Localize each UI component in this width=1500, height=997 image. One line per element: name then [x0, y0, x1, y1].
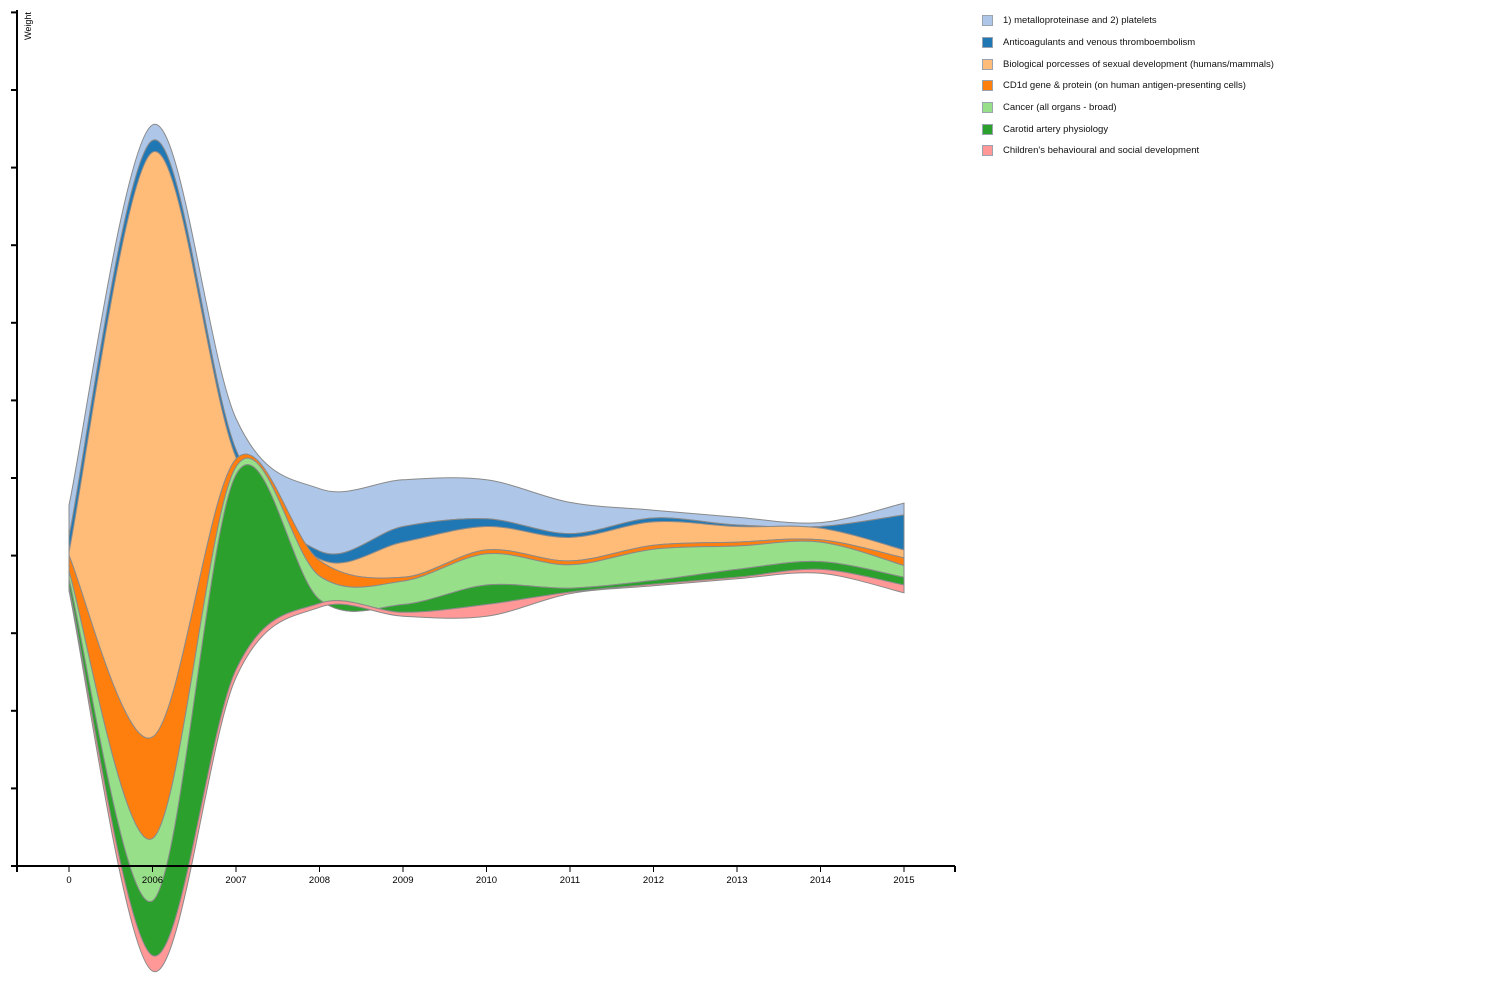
legend-item[interactable]: Anticoagulants and venous thromboembolis… — [982, 32, 1274, 54]
legend-label: Children's behavioural and social develo… — [1003, 145, 1200, 157]
x-tick-label: 2010 — [476, 875, 497, 886]
legend-swatch — [982, 37, 993, 49]
legend: 1) metalloproteinase and 2) platelets Ant… — [982, 10, 1274, 162]
x-tick-label: 2008 — [309, 875, 330, 886]
x-axis: 0 2006 2007 2008 2009 2010 2011 2012 2013 2014 201… — [16, 865, 956, 886]
y-axis-label: Weight — [23, 12, 33, 40]
x-tick-label: 2012 — [643, 875, 664, 886]
streamgraph-chart: 0 2006 2007 2008 2009 2010 2011 2012 2013 2014 201… — [11, 10, 956, 972]
legend-swatch — [982, 15, 993, 27]
legend-swatch — [982, 58, 993, 70]
legend-item[interactable]: Carotid artery physiology — [982, 118, 1274, 140]
x-tick-label: 0 — [66, 875, 71, 886]
x-tick-label: 2011 — [560, 875, 580, 886]
y-axis — [11, 10, 18, 867]
stream-layers — [68, 124, 905, 972]
legend-label: CD1d gene & protein (on human antigen-pr… — [1003, 80, 1246, 92]
x-tick-label: 2007 — [225, 875, 246, 886]
x-tick-label: 2013 — [726, 875, 747, 886]
legend-label: Cancer (all organs - broad) — [1003, 102, 1117, 114]
x-tick-label: 2009 — [392, 875, 413, 886]
legend-swatch — [982, 145, 993, 157]
stream-layer — [68, 568, 905, 972]
legend-item[interactable]: CD1d gene & protein (on human antigen-pr… — [982, 75, 1274, 97]
x-tick-label: 2015 — [893, 875, 914, 886]
legend-label: Biological porcesses of sexual developme… — [1003, 58, 1274, 70]
legend-swatch — [982, 102, 993, 114]
legend-swatch — [982, 123, 993, 135]
legend-swatch — [982, 80, 993, 92]
legend-item[interactable]: Children's behavioural and social develo… — [982, 140, 1274, 162]
legend-item[interactable]: 1) metalloproteinase and 2) platelets — [982, 10, 1274, 32]
x-tick-label: 2014 — [810, 875, 831, 886]
legend-item[interactable]: Biological porcesses of sexual developme… — [982, 53, 1274, 75]
legend-label: Anticoagulants and venous thromboembolis… — [1003, 37, 1196, 49]
legend-item[interactable]: Cancer (all organs - broad) — [982, 97, 1274, 119]
legend-label: 1) metalloproteinase and 2) platelets — [1003, 15, 1157, 27]
legend-label: Carotid artery physiology — [1003, 123, 1109, 135]
x-tick-label: 2006 — [142, 875, 163, 886]
